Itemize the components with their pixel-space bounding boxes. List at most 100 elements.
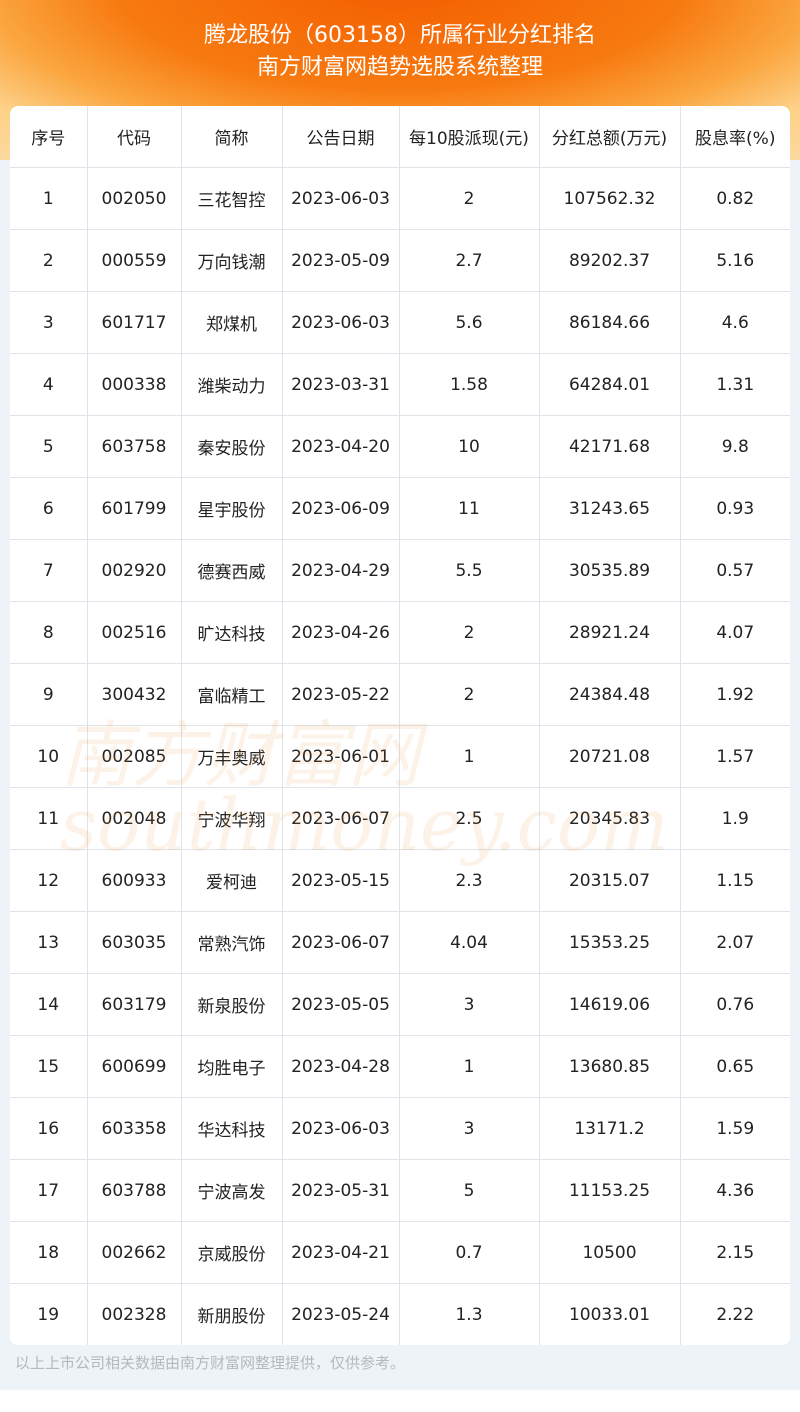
- cell-yield: 1.59: [679, 1097, 790, 1160]
- cell-name: 华达科技: [180, 1097, 283, 1160]
- cell-rank: 3: [10, 291, 88, 354]
- table-row: 11 002048 宁波华翔 2023-06-07 2.5 20345.83 1.9: [10, 787, 790, 850]
- cell-rank: 12: [10, 849, 88, 912]
- cell-yield: 0.65: [679, 1035, 790, 1098]
- cell-yield: 1.9: [679, 787, 790, 850]
- column-header-announce-date: 公告日期: [281, 106, 400, 168]
- table-row: 3 601717 郑煤机 2023-06-03 5.6 86184.66 4.6: [10, 291, 790, 354]
- cell-name: 德赛西威: [180, 539, 283, 602]
- column-header-total-dividend: 分红总额(万元): [538, 106, 681, 168]
- cell-yield: 0.82: [679, 167, 790, 230]
- cell-rank: 5: [10, 415, 88, 478]
- cell-rank: 14: [10, 973, 88, 1036]
- cell-cash-per-10: 0.7: [398, 1221, 540, 1284]
- cell-name: 宁波高发: [180, 1159, 283, 1222]
- dividend-ranking-table-card: 序号 代码 简称 公告日期 每10股派现(元) 分红总额(万元) 股息率(%) 1 00205…: [10, 106, 790, 1345]
- cell-yield: 4.36: [679, 1159, 790, 1222]
- cell-name: 新朋股份: [180, 1283, 283, 1345]
- cell-cash-per-10: 3: [398, 1097, 540, 1160]
- cell-cash-per-10: 1.3: [398, 1283, 540, 1345]
- cell-name: 星宇股份: [180, 477, 283, 540]
- cell-code: 002328: [86, 1283, 182, 1345]
- cell-name: 万向钱潮: [180, 229, 283, 292]
- table-row: 9 300432 富临精工 2023-05-22 2 24384.48 1.92: [10, 663, 790, 726]
- cell-name: 爱柯迪: [180, 849, 283, 912]
- cell-announce-date: 2023-04-20: [281, 415, 400, 478]
- cell-code: 603179: [86, 973, 182, 1036]
- table-row: 12 600933 爱柯迪 2023-05-15 2.3 20315.07 1.15: [10, 849, 790, 912]
- column-header-yield: 股息率(%): [679, 106, 790, 168]
- cell-cash-per-10: 4.04: [398, 911, 540, 974]
- table-row: 4 000338 潍柴动力 2023-03-31 1.58 64284.01 1.31: [10, 353, 790, 416]
- cell-code: 002048: [86, 787, 182, 850]
- cell-cash-per-10: 2: [398, 167, 540, 230]
- cell-name: 三花智控: [180, 167, 283, 230]
- cell-total-dividend: 13171.2: [538, 1097, 681, 1160]
- cell-rank: 2: [10, 229, 88, 292]
- cell-total-dividend: 107562.32: [538, 167, 681, 230]
- cell-name: 潍柴动力: [180, 353, 283, 416]
- cell-announce-date: 2023-04-26: [281, 601, 400, 664]
- cell-total-dividend: 28921.24: [538, 601, 681, 664]
- cell-total-dividend: 64284.01: [538, 353, 681, 416]
- cell-yield: 1.15: [679, 849, 790, 912]
- cell-total-dividend: 11153.25: [538, 1159, 681, 1222]
- cell-announce-date: 2023-04-21: [281, 1221, 400, 1284]
- cell-announce-date: 2023-04-28: [281, 1035, 400, 1098]
- table-row: 10 002085 万丰奥威 2023-06-01 1 20721.08 1.57: [10, 725, 790, 788]
- cell-code: 002516: [86, 601, 182, 664]
- cell-total-dividend: 24384.48: [538, 663, 681, 726]
- cell-yield: 1.57: [679, 725, 790, 788]
- cell-announce-date: 2023-06-03: [281, 167, 400, 230]
- cell-code: 002085: [86, 725, 182, 788]
- cell-rank: 17: [10, 1159, 88, 1222]
- cell-total-dividend: 86184.66: [538, 291, 681, 354]
- cell-announce-date: 2023-06-03: [281, 291, 400, 354]
- cell-announce-date: 2023-04-29: [281, 539, 400, 602]
- cell-rank: 10: [10, 725, 88, 788]
- cell-yield: 4.6: [679, 291, 790, 354]
- cell-rank: 13: [10, 911, 88, 974]
- cell-announce-date: 2023-05-24: [281, 1283, 400, 1345]
- cell-cash-per-10: 3: [398, 973, 540, 1036]
- column-header-code: 代码: [86, 106, 182, 168]
- cell-code: 603758: [86, 415, 182, 478]
- cell-cash-per-10: 2.7: [398, 229, 540, 292]
- table-row: 1 002050 三花智控 2023-06-03 2 107562.32 0.82: [10, 167, 790, 230]
- cell-yield: 0.93: [679, 477, 790, 540]
- column-header-cash-per-10: 每10股派现(元): [398, 106, 540, 168]
- table-row: 7 002920 德赛西威 2023-04-29 5.5 30535.89 0.57: [10, 539, 790, 602]
- cell-rank: 11: [10, 787, 88, 850]
- cell-rank: 19: [10, 1283, 88, 1345]
- cell-code: 000559: [86, 229, 182, 292]
- cell-code: 601717: [86, 291, 182, 354]
- table-row: 16 603358 华达科技 2023-06-03 3 13171.2 1.59: [10, 1097, 790, 1160]
- cell-cash-per-10: 1.58: [398, 353, 540, 416]
- cell-code: 601799: [86, 477, 182, 540]
- cell-code: 600933: [86, 849, 182, 912]
- cell-yield: 4.07: [679, 601, 790, 664]
- cell-code: 300432: [86, 663, 182, 726]
- cell-announce-date: 2023-06-09: [281, 477, 400, 540]
- cell-cash-per-10: 1: [398, 1035, 540, 1098]
- cell-announce-date: 2023-06-03: [281, 1097, 400, 1160]
- table-row: 14 603179 新泉股份 2023-05-05 3 14619.06 0.76: [10, 973, 790, 1036]
- table-row: 2 000559 万向钱潮 2023-05-09 2.7 89202.37 5.16: [10, 229, 790, 292]
- cell-name: 旷达科技: [180, 601, 283, 664]
- cell-announce-date: 2023-05-15: [281, 849, 400, 912]
- cell-name: 常熟汽饰: [180, 911, 283, 974]
- cell-announce-date: 2023-05-05: [281, 973, 400, 1036]
- cell-cash-per-10: 2.3: [398, 849, 540, 912]
- table-row: 5 603758 秦安股份 2023-04-20 10 42171.68 9.8: [10, 415, 790, 478]
- dividend-ranking-table: 序号 代码 简称 公告日期 每10股派现(元) 分红总额(万元) 股息率(%) 1 00205…: [10, 106, 790, 1345]
- cell-name: 均胜电子: [180, 1035, 283, 1098]
- cell-code: 600699: [86, 1035, 182, 1098]
- cell-total-dividend: 13680.85: [538, 1035, 681, 1098]
- cell-cash-per-10: 5.6: [398, 291, 540, 354]
- cell-cash-per-10: 5: [398, 1159, 540, 1222]
- cell-yield: 0.76: [679, 973, 790, 1036]
- cell-name: 郑煤机: [180, 291, 283, 354]
- cell-yield: 1.31: [679, 353, 790, 416]
- cell-code: 002920: [86, 539, 182, 602]
- cell-code: 603358: [86, 1097, 182, 1160]
